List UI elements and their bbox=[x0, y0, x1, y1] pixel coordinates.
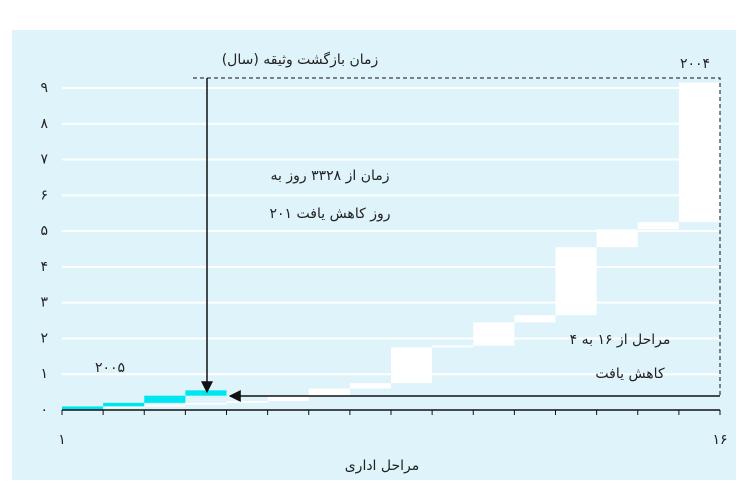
step-bar bbox=[144, 404, 186, 407]
step-bar bbox=[637, 222, 679, 230]
annotation: زمان از ۳۳۲۸ روز به bbox=[270, 168, 389, 184]
y-axis-title: زمان بازگشت وثیقه (سال) bbox=[222, 51, 379, 68]
y-tick-label: ۹ bbox=[40, 80, 48, 96]
y-tick-label: ۷ bbox=[40, 152, 48, 168]
annotation: مراحل از ۱۶ به ۴ bbox=[570, 332, 671, 348]
step-bar bbox=[267, 395, 309, 402]
y-tick-label: ۱ bbox=[40, 366, 48, 382]
x-tick-label: ۱۶ bbox=[712, 432, 727, 448]
series-label: ۲۰۰۴ bbox=[680, 56, 710, 72]
step-bar bbox=[391, 347, 433, 384]
step-bar bbox=[473, 322, 515, 346]
step-bar bbox=[555, 247, 597, 316]
step-bar bbox=[349, 383, 391, 389]
step-bar bbox=[144, 395, 186, 403]
y-tick-label: ۸ bbox=[40, 116, 48, 132]
step-bar bbox=[514, 315, 556, 323]
step-bar bbox=[596, 229, 638, 248]
step-bar bbox=[62, 406, 104, 410]
step-bar bbox=[308, 388, 350, 396]
y-tick-label: ۳ bbox=[40, 295, 48, 311]
y-tick-label: ۴ bbox=[40, 259, 48, 275]
x-tick-label: ۱ bbox=[58, 432, 66, 448]
step-bar bbox=[103, 402, 145, 407]
x-axis-title: مراحل اداری bbox=[345, 458, 420, 474]
y-tick-label: ۰ bbox=[40, 402, 48, 418]
series-label: ۲۰۰۵ bbox=[95, 360, 125, 376]
y-tick-label: ۲ bbox=[40, 330, 48, 346]
step-bar bbox=[103, 406, 145, 409]
dashed-guide bbox=[193, 77, 721, 396]
y-tick-label: ۶ bbox=[40, 187, 48, 203]
annotation: کاهش یافت bbox=[595, 366, 665, 382]
step-bar bbox=[185, 402, 227, 405]
step-bar bbox=[678, 82, 720, 223]
plot-background bbox=[12, 30, 736, 480]
step-bar bbox=[432, 345, 474, 348]
step-bar bbox=[226, 401, 268, 403]
y-tick-label: ۵ bbox=[40, 223, 48, 239]
step-bar bbox=[185, 390, 227, 396]
annotation: ۲۰۱ روز کاهش یافت bbox=[270, 206, 391, 222]
